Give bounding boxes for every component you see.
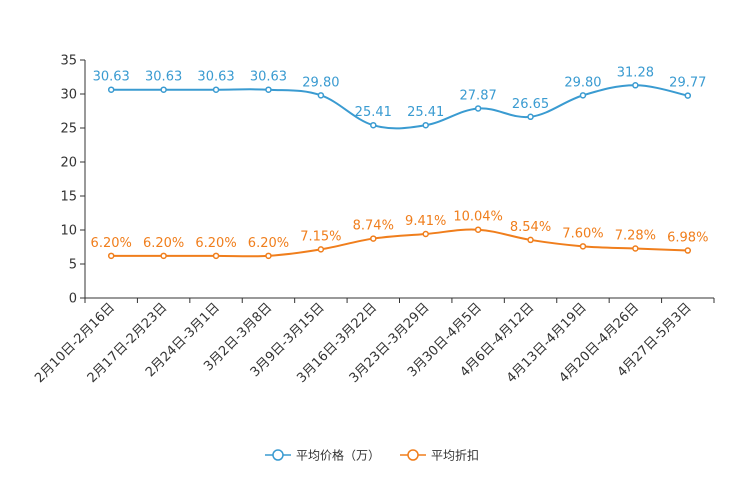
data-point bbox=[265, 252, 272, 260]
data-point bbox=[684, 92, 692, 99]
legend: 平均价格（万） 平均折扣 bbox=[264, 448, 479, 463]
data-label: 30.63 bbox=[145, 70, 182, 85]
y-tick-label: 0 bbox=[69, 292, 77, 307]
legend-marker bbox=[272, 449, 284, 461]
data-label: 25.41 bbox=[355, 105, 392, 120]
data-point bbox=[265, 86, 272, 93]
data-label: 29.80 bbox=[302, 75, 339, 90]
data-point bbox=[370, 121, 377, 129]
y-tick-label: 5 bbox=[69, 258, 77, 273]
data-point bbox=[160, 86, 167, 93]
data-point bbox=[317, 246, 325, 253]
data-label: 7.60% bbox=[562, 226, 603, 241]
legend-label: 平均价格（万） bbox=[296, 448, 380, 463]
y-tick-label: 25 bbox=[60, 122, 77, 137]
data-point bbox=[107, 252, 115, 260]
data-label: 8.74% bbox=[353, 219, 394, 234]
data-label: 29.80 bbox=[564, 75, 601, 90]
data-point bbox=[474, 105, 482, 112]
data-label: 29.77 bbox=[669, 76, 706, 91]
data-point bbox=[107, 86, 115, 93]
data-label: 6.20% bbox=[248, 236, 289, 251]
data-point bbox=[527, 236, 534, 244]
data-point bbox=[212, 252, 220, 260]
series-line-1 bbox=[111, 84, 688, 130]
data-label: 30.63 bbox=[93, 70, 130, 85]
data-point bbox=[632, 82, 639, 89]
data-point bbox=[579, 92, 587, 99]
data-label: 30.63 bbox=[250, 70, 287, 85]
series-line-2 bbox=[111, 228, 688, 258]
legend-label: 平均折扣 bbox=[431, 448, 479, 463]
data-label: 6.20% bbox=[143, 236, 184, 251]
data-point bbox=[527, 113, 534, 121]
data-point bbox=[160, 252, 167, 260]
y-tick-label: 15 bbox=[60, 190, 77, 205]
data-label: 8.54% bbox=[510, 220, 551, 235]
y-tick-label: 35 bbox=[60, 54, 77, 69]
data-point bbox=[474, 226, 482, 233]
y-tick-label: 20 bbox=[60, 156, 77, 171]
data-label: 31.28 bbox=[617, 65, 654, 80]
data-label: 26.65 bbox=[512, 97, 549, 112]
y-tick-label: 30 bbox=[60, 88, 77, 103]
y-tick-label: 10 bbox=[60, 224, 77, 239]
data-point bbox=[370, 235, 377, 242]
data-label: 25.41 bbox=[407, 105, 444, 120]
legend-item-1[interactable]: 平均价格（万） bbox=[264, 448, 380, 463]
data-label: 6.98% bbox=[667, 231, 708, 246]
data-point bbox=[632, 245, 639, 252]
data-point bbox=[212, 86, 220, 93]
data-point bbox=[579, 243, 587, 250]
data-label: 7.28% bbox=[615, 228, 656, 243]
data-label: 7.15% bbox=[300, 229, 341, 244]
legend-marker bbox=[407, 449, 419, 461]
data-label: 27.87 bbox=[460, 88, 497, 103]
data-point bbox=[684, 247, 692, 254]
data-label: 9.41% bbox=[405, 214, 446, 229]
data-label: 6.20% bbox=[91, 236, 132, 251]
data-label: 6.20% bbox=[195, 236, 236, 251]
legend-item-2[interactable]: 平均折扣 bbox=[400, 448, 479, 463]
data-point bbox=[422, 121, 429, 129]
data-label: 30.63 bbox=[197, 70, 234, 85]
data-point bbox=[317, 92, 325, 99]
data-label: 10.04% bbox=[453, 210, 503, 225]
data-point bbox=[422, 230, 429, 238]
